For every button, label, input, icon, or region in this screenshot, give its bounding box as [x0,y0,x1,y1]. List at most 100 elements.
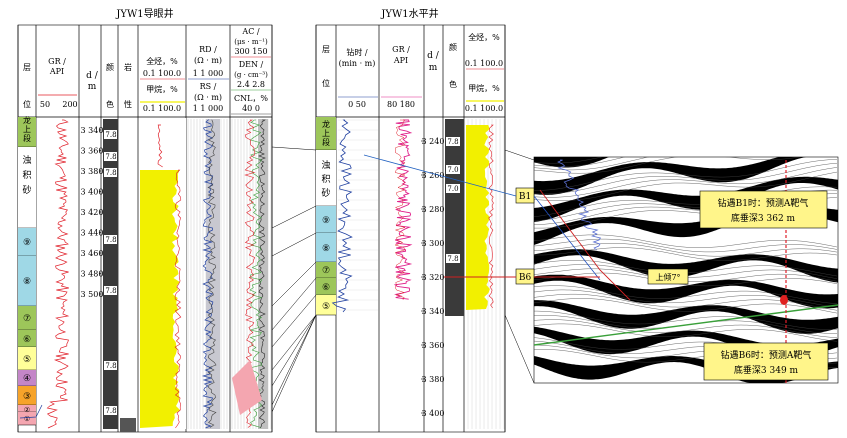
depth-tick-label: 3 500 [81,290,104,299]
seismic-trough [534,204,838,245]
depth-tick-label: 3 400 [422,409,445,418]
color-value: 7.8 [105,153,116,161]
b1-label: B1 [519,192,531,202]
ac-header: AC / [241,27,259,36]
layer-cell [18,256,36,306]
layer-label: ① [24,415,30,423]
depth-tick-label: 3 360 [81,147,104,156]
methane-header: 甲烷，% [468,83,500,93]
seismic-trough [534,157,838,195]
layer-cell [316,206,336,233]
rs-header: (Ω · m) [194,93,222,102]
correlation-line [271,232,317,257]
correlation-line [271,314,317,406]
target-horizon [534,304,838,346]
gr-curve-left [46,119,70,429]
depth-tick-label: 3 360 [422,341,445,350]
correlation-line [271,277,317,331]
layer-label: ⑦ [23,314,31,324]
seismic-wiggle [534,247,838,261]
seismic-trough [534,300,838,334]
drill-time-curve [331,119,353,313]
layer-header: 位 [23,99,31,109]
drill-time-scale: 0 50 [348,100,366,109]
gr-scale-min: 50 [40,100,50,109]
cnl-curve [258,119,266,429]
methane-fill [466,125,490,310]
b1-label-box [515,187,535,204]
methane-scale: 0.1 100.0 [465,104,503,113]
layer-cell [18,405,36,412]
layer-label: ⑥ [322,283,330,293]
layer-label: ⑦ [322,266,330,276]
cnl-scale: 40 0 [242,104,260,113]
color-value: 7.8 [447,138,458,146]
seismic-wiggle [534,157,801,174]
methane-header: 甲烷，% [146,84,178,94]
layer-label: ⑥ [23,335,31,345]
layer-cell [18,228,36,256]
layer-cell [316,233,336,262]
methane-fill [140,170,180,428]
layer-label: ⑤ [23,355,31,365]
seismic-wiggle [534,121,837,143]
depth-tick-label: 3 380 [81,167,104,176]
color-value: 7.8 [105,236,116,244]
depth-tick-label: 3 420 [81,208,104,217]
layer-label: ③ [23,392,31,402]
correlation-line [271,146,317,151]
depth-tick-label: 3 300 [422,239,445,248]
layer-label: ⑧ [23,277,31,287]
rs-curve [207,119,217,428]
seismic-wiggle [534,157,626,167]
layer-label: 上 [322,129,330,138]
depth-tick-label: 3 280 [422,205,445,214]
den-curve [249,119,263,428]
seismic-link [504,314,535,384]
seismic-trough [534,274,838,309]
layer-label: ⑤ [322,302,330,312]
layer-cell [18,117,36,147]
depth-header: d / [86,71,99,81]
lith-header: 岩 [124,62,132,72]
seismic-wiggle [534,157,650,171]
color-header: 色 [106,99,114,109]
gr-header: API [49,67,64,76]
gr-header: GR / [48,57,66,66]
seismic-wiggle [534,238,838,253]
dip-label-box [647,268,689,285]
den-scale: 2.4 2.8 [237,80,265,89]
drill-time-header: (min · m) [339,59,376,68]
color-value-box [104,168,117,177]
rs-header: RS / [200,82,217,91]
layer-label: ⑧ [322,244,330,254]
b6-note-line: 底垂深3 349 m [734,364,799,376]
b6-label: B6 [519,273,532,283]
layer-cell [316,295,336,315]
layer-label: 上 [23,125,31,134]
seismic-wiggle [534,298,838,314]
color-value: 7.8 [105,169,116,177]
target-marker [780,295,788,305]
drill-time-header: 钻时 / [346,47,368,57]
correlation-line [271,205,317,229]
dip-label: 上倾7° [655,272,680,282]
depth-tick-label: 3 240 [422,137,445,146]
color-value-box [104,361,117,370]
full-hc-curve [174,169,182,429]
layer-label: 段 [23,133,31,143]
layer-cell [18,347,36,370]
layer-label: 砂 [321,187,330,199]
depth-tick-label: 3 320 [422,273,445,282]
seismic-wiggle [534,171,838,201]
seismic-link [504,149,535,161]
correlation-line [271,314,317,371]
depth-header: d / [427,51,440,61]
color-value-box [446,137,460,146]
layer-label: 浊 [321,159,330,171]
pilot-well-title: JYW1导眼井 [115,7,173,20]
gr-scale-max: 200 [62,100,77,109]
layer-cell [18,330,36,347]
